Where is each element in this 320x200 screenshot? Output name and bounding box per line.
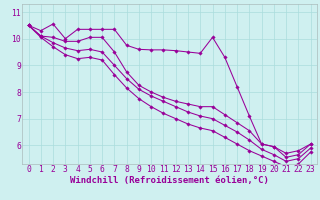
X-axis label: Windchill (Refroidissement éolien,°C): Windchill (Refroidissement éolien,°C) — [70, 176, 269, 185]
